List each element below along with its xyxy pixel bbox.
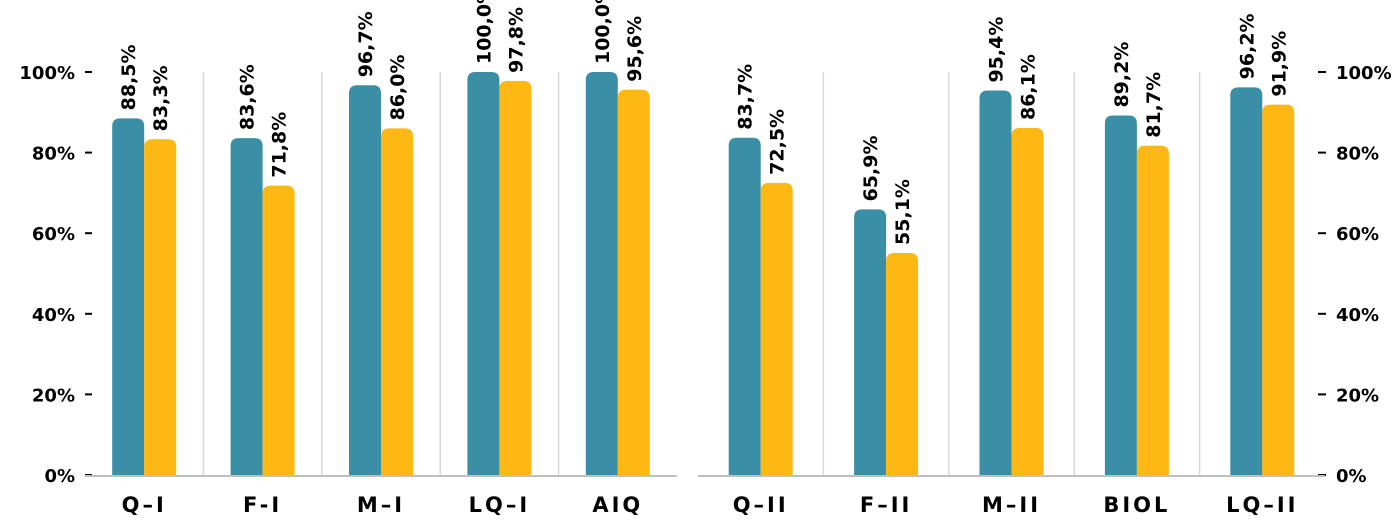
data-label: 86,0% [387,54,409,120]
bar-series-a [728,137,761,475]
y-tick-label: 40% [32,305,75,326]
data-label: 81,7% [1143,72,1165,138]
y-tick-label: 20% [1336,385,1379,406]
y-tick-label: 40% [1336,305,1379,326]
bar-series-a [467,72,500,475]
category-label: Q–II [733,493,789,517]
bar-series-b [1011,128,1044,475]
category-label: M–I [357,493,405,517]
bar-series-b [1262,104,1295,475]
data-label: 89,2% [1111,42,1133,108]
bar-series-b [760,182,793,475]
data-label: 100,0% [473,0,495,64]
category-label: LQ–I [469,493,531,517]
y-tick-label: 0% [1336,466,1367,487]
bar-series-a [1230,87,1263,476]
y-tick-label: 100% [19,63,75,84]
data-label: 100,0% [592,0,614,64]
y-tick-label: 100% [1336,63,1392,84]
y-tick-label: 60% [1336,224,1379,245]
category-label: LQ–II [1226,493,1298,517]
y-tick-label: 80% [32,144,75,165]
category-label: BIOL [1103,493,1170,517]
data-label: 91,9% [1268,31,1290,97]
bar-series-a [854,209,887,475]
data-label: 96,2% [1236,13,1258,79]
bar-series-b [381,128,413,476]
data-label: 65,9% [860,136,882,202]
data-label: 55,1% [892,179,914,245]
chart-panel-2: 0% 20% 40% 60% 80% 100% 83,7% 72,5% Q–II 65,9% 55,… [698,13,1392,517]
data-label: 86,1% [1018,54,1040,120]
data-label: 83,3% [150,65,172,131]
data-label: 71,8% [269,112,291,178]
data-label: 83,6% [237,64,259,130]
bar-series-b [144,139,177,475]
category-label: M–II [982,493,1041,517]
bar-series-a [979,90,1012,476]
category-label: AIQ [592,493,643,517]
y-tick-label: 80% [1336,144,1379,165]
data-label: 83,7% [735,64,757,130]
chart-panel-1: 0% 20% 40% 60% 80% 100% 88,5% 83,3% Q–I 83,6% 71,8… [19,0,677,517]
bar-series-a [349,85,381,475]
data-label: 97,8% [505,7,527,73]
bar-series-a [1104,115,1137,476]
bar-series-b [617,89,650,476]
data-label: 72,5% [767,109,789,175]
bar-series-b [262,185,295,475]
data-label: 88,5% [118,44,140,110]
bar-series-a [112,118,145,475]
y-tick-label: 60% [32,224,75,245]
category-label: F-I [243,493,282,517]
y-tick-label: 20% [32,385,75,406]
data-label: 95,4% [986,17,1008,83]
bar-series-b [1136,145,1169,475]
data-label: 96,7% [355,11,377,77]
bar-series-a [585,72,618,475]
bar-series-a [230,138,263,476]
data-label: 95,6% [624,16,646,82]
y-tick-label: 0% [44,466,75,487]
bar-series-b [886,252,919,475]
category-label: F–II [860,493,912,517]
bar-series-b [499,80,532,475]
category-label: Q–I [122,493,167,517]
